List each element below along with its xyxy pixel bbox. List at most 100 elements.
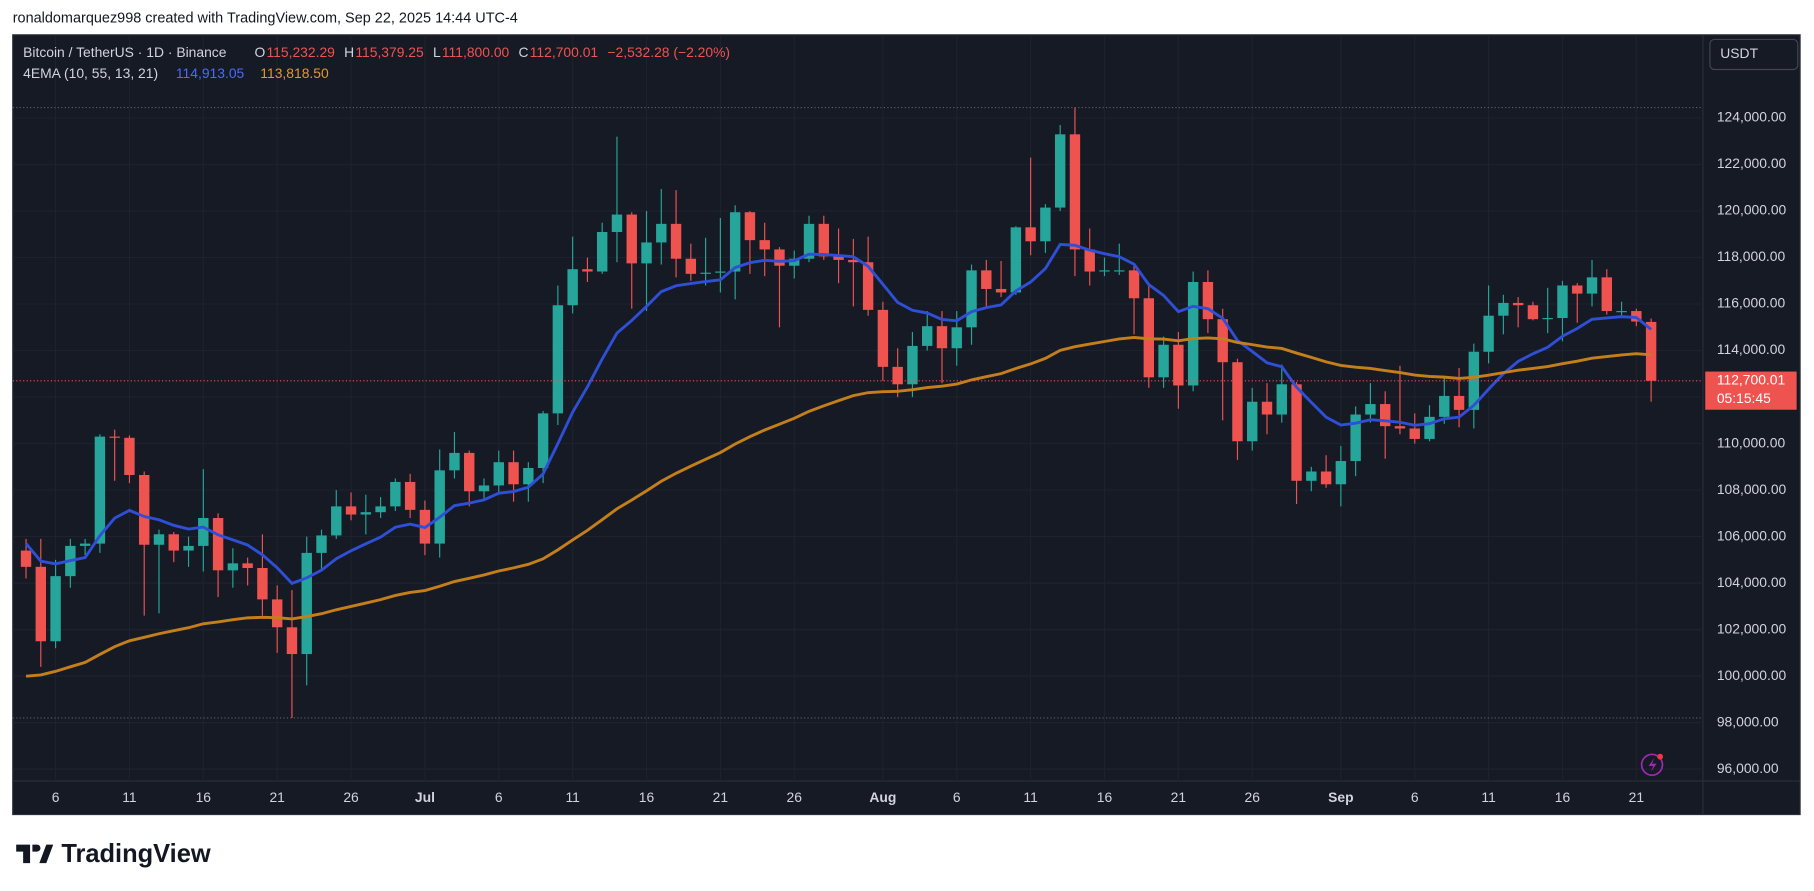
x-tick-label: 11 bbox=[565, 789, 580, 805]
candle-body bbox=[404, 481, 416, 510]
chart-frame bbox=[12, 34, 1801, 816]
candle-body bbox=[626, 214, 637, 264]
candle-body bbox=[301, 552, 312, 655]
candle-body bbox=[183, 545, 194, 551]
attribution: ronaldomarquez998 created with TradingVi… bbox=[13, 10, 518, 26]
candle-body bbox=[345, 506, 357, 515]
candle-body bbox=[1601, 277, 1612, 312]
x-tick-label: 26 bbox=[343, 789, 359, 805]
x-tick-label: 16 bbox=[1097, 789, 1113, 805]
candle-body bbox=[79, 543, 91, 546]
logo-text: TradingView bbox=[61, 840, 211, 868]
countdown: 05:15:45 bbox=[1717, 390, 1771, 406]
ohlc-label: C bbox=[519, 44, 529, 60]
currency-box[interactable] bbox=[1709, 38, 1799, 71]
candle-body bbox=[1645, 321, 1657, 381]
ohlc-label: O bbox=[255, 44, 266, 60]
x-tick-label: 16 bbox=[1555, 789, 1571, 805]
candle-body bbox=[1158, 344, 1169, 378]
candle-body bbox=[1010, 227, 1022, 293]
ohlc-label: H bbox=[344, 44, 354, 60]
ohlc-value: 115,232.29 bbox=[266, 44, 335, 60]
candle-body bbox=[1217, 319, 1228, 363]
candle-body bbox=[1572, 285, 1583, 294]
candle-body bbox=[508, 462, 519, 485]
y-tick-label: 124,000.00 bbox=[1717, 109, 1787, 125]
symbol: Bitcoin / TetherUS · 1D · Binance bbox=[23, 44, 227, 60]
x-tick-label: 21 bbox=[269, 789, 285, 805]
candle-body bbox=[1099, 270, 1110, 272]
candle-body bbox=[1128, 270, 1140, 299]
candle-body bbox=[966, 270, 977, 328]
y-tick-label: 120,000.00 bbox=[1717, 202, 1787, 218]
candle-body bbox=[1483, 315, 1494, 352]
candle-body bbox=[862, 262, 874, 310]
y-tick-label: 122,000.00 bbox=[1717, 155, 1787, 171]
candle-body bbox=[1409, 428, 1420, 439]
y-tick-label: 110,000.00 bbox=[1717, 434, 1786, 450]
candle-body bbox=[789, 258, 800, 266]
x-tick-label: 26 bbox=[787, 789, 803, 805]
x-tick-label: 16 bbox=[639, 789, 655, 805]
candle-body bbox=[1424, 416, 1435, 439]
candle-body bbox=[552, 305, 564, 414]
y-tick-label: 116,000.00 bbox=[1717, 295, 1786, 311]
candle-body bbox=[168, 534, 179, 551]
logo-mark bbox=[16, 844, 54, 864]
alert-dot bbox=[1657, 753, 1664, 760]
candle-body bbox=[700, 272, 711, 274]
candle-body bbox=[1306, 471, 1317, 481]
candle-body bbox=[1379, 404, 1391, 427]
candle-body bbox=[744, 212, 756, 241]
candle-body bbox=[1025, 227, 1036, 242]
y-tick-label: 100,000.00 bbox=[1717, 667, 1787, 683]
candle-body bbox=[35, 566, 47, 642]
candle-body bbox=[198, 518, 209, 546]
candle-body bbox=[286, 627, 298, 655]
y-tick-label: 96,000.00 bbox=[1717, 760, 1779, 776]
candle-body bbox=[523, 468, 534, 485]
candle-body bbox=[1557, 285, 1568, 319]
y-tick-label: 98,000.00 bbox=[1717, 713, 1779, 729]
candle-body bbox=[1527, 305, 1539, 320]
candle-body bbox=[1320, 471, 1332, 485]
candle-body bbox=[50, 576, 61, 642]
candle-body bbox=[670, 223, 682, 259]
y-tick-label: 106,000.00 bbox=[1717, 527, 1787, 543]
candle-body bbox=[582, 269, 593, 272]
legend: Bitcoin / TetherUS · 1D · Binance O 115,2… bbox=[23, 44, 730, 81]
y-tick-label: 108,000.00 bbox=[1717, 481, 1787, 497]
candle-body bbox=[1069, 134, 1081, 250]
candle-body bbox=[995, 288, 1007, 293]
candle-body bbox=[611, 214, 623, 232]
x-tick-label: Aug bbox=[869, 789, 896, 805]
candle-body bbox=[803, 223, 815, 259]
currency[interactable]: USDT bbox=[1720, 45, 1758, 61]
plot bbox=[12, 107, 1703, 718]
candle-body bbox=[818, 223, 830, 257]
candle-body bbox=[1586, 277, 1598, 294]
candle-body bbox=[833, 256, 844, 260]
candle-body bbox=[493, 462, 504, 486]
candle-body bbox=[759, 240, 770, 250]
alert-bolt bbox=[1648, 757, 1657, 772]
candle-body bbox=[449, 452, 460, 471]
x-tick-label: 21 bbox=[1171, 789, 1187, 805]
y-tick-label: 114,000.00 bbox=[1717, 341, 1786, 357]
alert-icon[interactable] bbox=[1640, 753, 1664, 777]
candle-body bbox=[1468, 351, 1480, 410]
candle-body bbox=[390, 481, 401, 507]
x-tick-label: 16 bbox=[196, 789, 212, 805]
candle-body bbox=[1114, 270, 1125, 272]
candle-body bbox=[1498, 302, 1509, 316]
ohlc-value: 111,800.00 bbox=[442, 44, 510, 60]
candle-body bbox=[1439, 395, 1450, 417]
x-tick-label: 6 bbox=[495, 789, 503, 805]
candle-body bbox=[464, 452, 475, 492]
indicator-value: 113,818.50 bbox=[260, 65, 329, 81]
candle-body bbox=[331, 506, 342, 536]
candle-body bbox=[434, 470, 445, 544]
candle-body bbox=[729, 212, 741, 272]
